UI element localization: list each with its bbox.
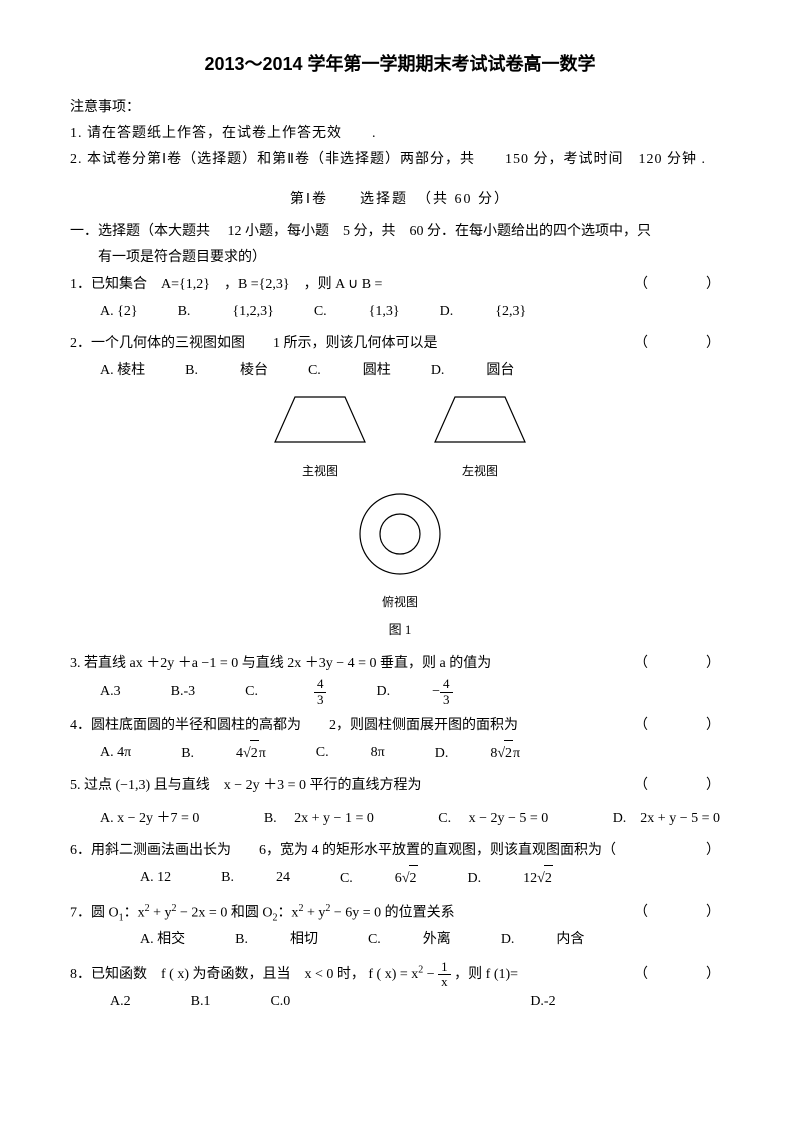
q3-opt-c: C. 43 — [245, 677, 326, 707]
question-8: 8．已知函数 f ( x) 为奇函数，且当 x < 0 时， f ( x) = … — [70, 960, 730, 1016]
annulus-icon — [355, 489, 445, 579]
question-1: 1．已知集合 A={1,2} ，B ={2,3} ，则 A ∪ B = （ ） … — [70, 272, 730, 325]
q3-stem: 3. 若直线 ax ＋2y ＋a −1 = 0 与直线 2x ＋3y − 4 =… — [70, 651, 491, 678]
notice-item-2: 2. 本试卷分第Ⅰ卷（选择题）和第Ⅱ卷（非选择题）两部分，共 150 分，考试时… — [70, 148, 730, 168]
q2-opt-a: A. 棱柱 — [100, 358, 145, 385]
q1-opt-b: B. {1,2,3} — [178, 299, 274, 326]
front-view-label: 主视图 — [270, 460, 370, 483]
q4-stem: 4．圆柱底面圆的半径和圆柱的高都为 2，则圆柱侧面展开图的面积为 — [70, 713, 518, 740]
q7-opt-d: D. 内含 — [501, 927, 585, 954]
q2-paren: （ ） — [634, 331, 730, 358]
q8-paren: （ ） — [634, 962, 730, 989]
q4-opt-a: A. 4π — [100, 740, 131, 768]
q6-opt-b: B. 24 — [221, 865, 290, 893]
notice-item-1: 1. 请在答题纸上作答，在试卷上作答无效 . — [70, 122, 730, 142]
q8-opt-c: C.0 — [270, 989, 290, 1016]
trapezoid-icon — [270, 392, 370, 447]
q7-opt-a: A. 相交 — [140, 927, 185, 954]
q7-stem: 7．圆 O1：x2 + y2 − 2x = 0 和圆 O2：x2 + y2 − … — [70, 899, 455, 927]
q2-opt-b: B. 棱台 — [185, 358, 268, 385]
q5-stem: 5. 过点 (−1,3) 且与直线 x − 2y ＋3 = 0 平行的直线方程为 — [70, 773, 422, 800]
q3-paren: （ ） — [634, 651, 730, 678]
q5-opt-a: A. x − 2y ＋7 = 0 — [100, 806, 199, 833]
question-7: 7．圆 O1：x2 + y2 − 2x = 0 和圆 O2：x2 + y2 − … — [70, 899, 730, 954]
question-3: 3. 若直线 ax ＋2y ＋a −1 = 0 与直线 2x ＋3y − 4 =… — [70, 651, 730, 707]
q6-paren: ） — [658, 838, 730, 865]
q4-opt-d: D. 82π — [435, 740, 520, 768]
q6-opt-a: A. 12 — [140, 865, 171, 893]
q2-opt-d: D. 圆台 — [431, 358, 515, 385]
q6-stem: 6．用斜二测画法画出长为 6，宽为 4 的矩形水平放置的直观图，则该直观图面积为… — [70, 838, 616, 865]
side-view: 左视图 — [430, 392, 530, 482]
q7-opt-b: B. 相切 — [235, 927, 318, 954]
question-4: 4．圆柱底面圆的半径和圆柱的高都为 2，则圆柱侧面展开图的面积为 （ ） A. … — [70, 713, 730, 767]
q3-opt-d: D. −43 — [376, 677, 452, 707]
q1-paren: （ ） — [634, 272, 730, 299]
q7-paren: （ ） — [634, 900, 730, 927]
q6-opt-d: D. 122 — [468, 865, 553, 893]
q8-opt-b: B.1 — [191, 989, 211, 1016]
front-view: 主视图 — [270, 392, 370, 482]
q4-opt-c: C. 8π — [316, 740, 385, 768]
q5-opt-c: C. x − 2y − 5 = 0 — [438, 806, 548, 833]
q7-opt-c: C. 外离 — [368, 927, 451, 954]
q5-paren: （ ） — [634, 773, 730, 800]
q3-opt-b: B.-3 — [171, 679, 196, 706]
q8-opt-a: A.2 — [110, 989, 131, 1016]
trapezoid-icon — [430, 392, 530, 447]
q2-stem: 2．一个几何体的三视图如图 1 所示，则该几何体可以是 — [70, 331, 438, 358]
top-view: 俯视图 — [70, 489, 730, 614]
section-1-desc-2: 有一项是符合题目要求的） — [70, 246, 730, 266]
figure-1: 主视图 左视图 俯视图 图 1 — [70, 392, 730, 642]
q6-opt-c: C. 62 — [340, 865, 418, 893]
question-6: 6．用斜二测画法画出长为 6，宽为 4 的矩形水平放置的直观图，则该直观图面积为… — [70, 838, 730, 892]
q8-opt-d: D.-2 — [530, 989, 555, 1016]
exam-page: 2013～2014 学年第一学期期末考试试卷高一数学 注意事项： 1. 请在答题… — [0, 0, 800, 1133]
q5-opt-b: B. 2x + y − 1 = 0 — [264, 806, 374, 833]
q8-stem: 8．已知函数 f ( x) 为奇函数，且当 x < 0 时， f ( x) = … — [70, 960, 518, 990]
figure-1-caption: 图 1 — [70, 618, 730, 643]
q4-opt-b: B. 42π — [181, 740, 266, 768]
q3-opt-a: A.3 — [100, 679, 121, 706]
q1-opt-d: D. {2,3} — [440, 299, 527, 326]
q4-paren: （ ） — [634, 713, 730, 740]
q1-stem: 1．已知集合 A={1,2} ，B ={2,3} ，则 A ∪ B = — [70, 272, 382, 299]
question-5: 5. 过点 (−1,3) 且与直线 x − 2y ＋3 = 0 平行的直线方程为… — [70, 773, 730, 832]
page-title: 2013～2014 学年第一学期期末考试试卷高一数学 — [70, 50, 730, 76]
q1-opt-a: A. {2} — [100, 299, 138, 326]
q2-opt-c: C. 圆柱 — [308, 358, 391, 385]
q1-opt-c: C. {1,3} — [314, 299, 400, 326]
section-1-desc-1: 一．选择题（本大题共 12 小题，每小题 5 分，共 60 分．在每小题给出的四… — [70, 220, 730, 240]
top-view-label: 俯视图 — [70, 591, 730, 614]
section-1-heading: 第Ⅰ卷 选择题 （共 60 分） — [70, 188, 730, 208]
notice-heading: 注意事项： — [70, 96, 730, 116]
q5-opt-d: D. 2x + y − 5 = 0 — [613, 806, 720, 833]
question-2: 2．一个几何体的三视图如图 1 所示，则该几何体可以是 （ ） A. 棱柱 B.… — [70, 331, 730, 643]
side-view-label: 左视图 — [430, 460, 530, 483]
